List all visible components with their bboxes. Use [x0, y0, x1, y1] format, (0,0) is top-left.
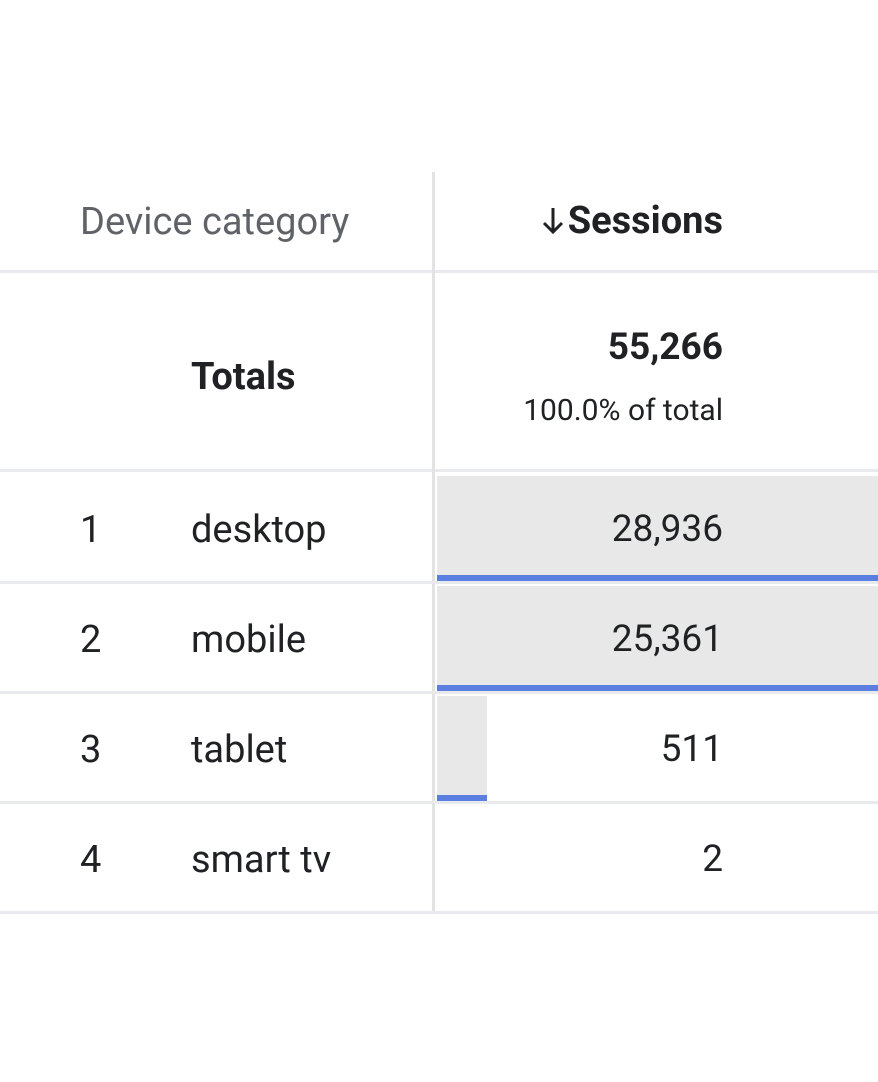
totals-label: Totals	[191, 355, 296, 399]
session-bar	[437, 586, 878, 693]
row-rank: 4	[80, 838, 102, 882]
column-divider	[432, 172, 435, 912]
row-device: tablet	[191, 728, 288, 772]
divider	[0, 581, 878, 584]
row-sessions: 511	[660, 728, 723, 771]
session-bar	[437, 476, 878, 583]
row-sessions: 28,936	[611, 508, 723, 551]
row-rank: 3	[80, 728, 102, 772]
divider	[0, 801, 878, 804]
totals-value: 55,266	[607, 326, 723, 369]
row-device: smart tv	[191, 838, 332, 882]
divider	[0, 691, 878, 694]
sort-arrow-icon	[542, 208, 563, 235]
divider	[0, 469, 878, 472]
row-device: desktop	[191, 508, 327, 552]
divider	[0, 270, 878, 273]
column-header-sorted[interactable]: Sessions	[538, 202, 723, 240]
row-device: mobile	[191, 618, 306, 662]
totals-share: 100.0% of total	[523, 393, 723, 428]
session-bar	[437, 696, 487, 803]
header-text: Sessions	[567, 199, 723, 243]
row-sessions: 2	[702, 838, 723, 881]
divider	[0, 911, 878, 914]
column-header[interactable]: Device category	[80, 200, 350, 244]
row-rank: 2	[80, 618, 102, 662]
row-rank: 1	[80, 508, 102, 552]
row-sessions: 25,361	[611, 618, 723, 661]
